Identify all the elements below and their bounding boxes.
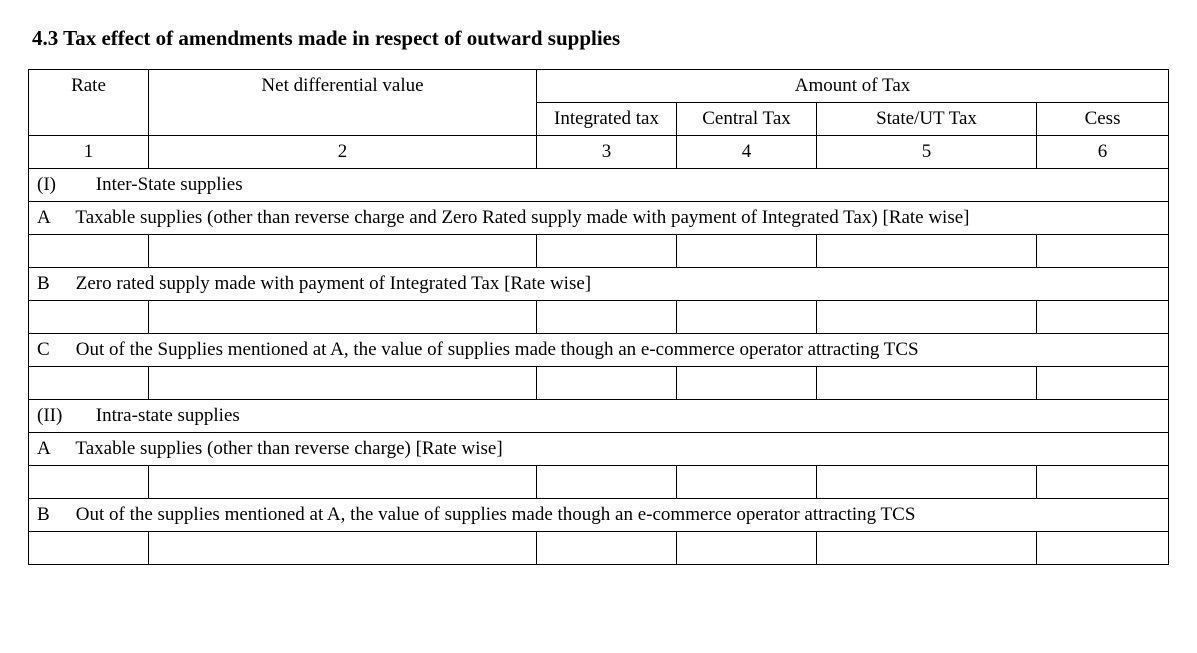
section-I: (I) Inter-State supplies [29,169,1169,202]
cell-I-A-cess [1037,235,1169,268]
cell-I-A-central [677,235,817,268]
cell-I-B-central [677,301,817,334]
row-II-B-label: Out of the supplies mentioned at A, the … [76,504,916,525]
tax-effect-table: Rate Net differential value Amount of Ta… [28,69,1169,565]
row-II-A: A Taxable supplies (other than reverse c… [29,433,1169,466]
row-I-C: C Out of the Supplies mentioned at A, th… [29,334,1169,367]
row-II-A-data [29,466,1169,499]
row-I-C-prefix: C [37,339,71,361]
cell-II-A-cess [1037,466,1169,499]
row-I-A-label: Taxable supplies (other than reverse cha… [75,207,969,228]
section-II-cell: (II) Intra-state supplies [29,400,1169,433]
cell-I-A-rate [29,235,149,268]
row-II-A-prefix: A [37,438,71,460]
col-header-state-ut-tax: State/UT Tax [817,103,1037,136]
cell-I-B-rate [29,301,149,334]
row-I-B-prefix: B [37,273,71,295]
col-header-rate: Rate [29,70,149,136]
cell-II-B-integrated [537,532,677,565]
row-I-C-label: Out of the Supplies mentioned at A, the … [76,339,919,360]
row-I-C-cell: C Out of the Supplies mentioned at A, th… [29,334,1169,367]
col-header-central-tax: Central Tax [677,103,817,136]
cell-I-B-integrated [537,301,677,334]
cell-I-C-netdiff [149,367,537,400]
cell-II-A-rate [29,466,149,499]
row-II-B: B Out of the supplies mentioned at A, th… [29,499,1169,532]
header-row-1: Rate Net differential value Amount of Ta… [29,70,1169,103]
col-num-5: 5 [817,136,1037,169]
page: 4.3 Tax effect of amendments made in res… [0,0,1197,653]
cell-II-B-netdiff [149,532,537,565]
cell-I-A-integrated [537,235,677,268]
cell-I-B-stateut [817,301,1037,334]
section-I-label: Inter-State supplies [96,174,243,195]
col-num-1: 1 [29,136,149,169]
cell-I-A-stateut [817,235,1037,268]
col-num-4: 4 [677,136,817,169]
row-I-C-data [29,367,1169,400]
cell-I-C-central [677,367,817,400]
cell-II-B-central [677,532,817,565]
row-I-B-label: Zero rated supply made with payment of I… [76,273,591,294]
section-II: (II) Intra-state supplies [29,400,1169,433]
cell-II-B-cess [1037,532,1169,565]
col-header-amount-of-tax: Amount of Tax [537,70,1169,103]
row-I-B-cell: B Zero rated supply made with payment of… [29,268,1169,301]
column-number-row: 1 2 3 4 5 6 [29,136,1169,169]
cell-II-B-stateut [817,532,1037,565]
row-I-A-data [29,235,1169,268]
row-II-B-prefix: B [37,504,71,526]
section-title: 4.3 Tax effect of amendments made in res… [32,26,1169,51]
row-I-B: B Zero rated supply made with payment of… [29,268,1169,301]
cell-I-C-rate [29,367,149,400]
row-II-B-cell: B Out of the supplies mentioned at A, th… [29,499,1169,532]
row-I-B-data [29,301,1169,334]
section-II-prefix: (II) [37,405,91,427]
cell-II-A-netdiff [149,466,537,499]
cell-II-A-central [677,466,817,499]
cell-I-C-cess [1037,367,1169,400]
cell-II-A-stateut [817,466,1037,499]
section-I-prefix: (I) [37,174,91,196]
section-I-cell: (I) Inter-State supplies [29,169,1169,202]
cell-I-C-integrated [537,367,677,400]
cell-II-B-rate [29,532,149,565]
cell-II-A-integrated [537,466,677,499]
row-I-A-prefix: A [37,207,71,229]
col-header-net-diff: Net differential value [149,70,537,136]
col-num-2: 2 [149,136,537,169]
row-II-B-data [29,532,1169,565]
cell-I-C-stateut [817,367,1037,400]
col-header-cess: Cess [1037,103,1169,136]
cell-I-B-cess [1037,301,1169,334]
col-header-integrated-tax: Integrated tax [537,103,677,136]
col-num-6: 6 [1037,136,1169,169]
row-I-A: A Taxable supplies (other than reverse c… [29,202,1169,235]
row-I-A-cell: A Taxable supplies (other than reverse c… [29,202,1169,235]
row-II-A-label: Taxable supplies (other than reverse cha… [75,438,502,459]
section-II-label: Intra-state supplies [96,405,240,426]
cell-I-A-netdiff [149,235,537,268]
row-II-A-cell: A Taxable supplies (other than reverse c… [29,433,1169,466]
col-num-3: 3 [537,136,677,169]
cell-I-B-netdiff [149,301,537,334]
